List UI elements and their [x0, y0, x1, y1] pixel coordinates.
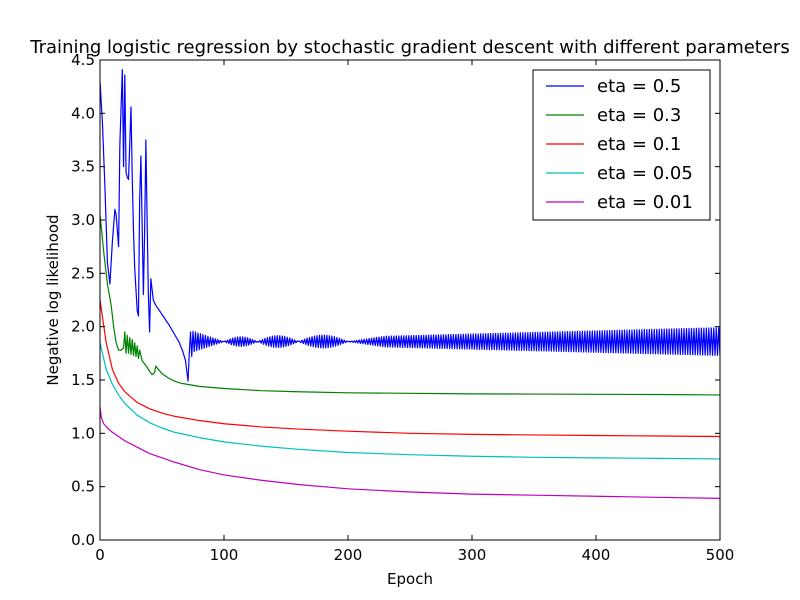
y-axis-label: Negative log likelihood — [44, 214, 62, 385]
legend-label-4: eta = 0.01 — [597, 192, 693, 213]
y-tick-label: 2.0 — [71, 318, 95, 336]
y-tick-label: 3.0 — [71, 211, 95, 229]
series-layer — [100, 69, 720, 499]
y-tick-label: 3.5 — [71, 158, 95, 176]
y-tick-label: 1.0 — [71, 424, 95, 442]
series-line-3 — [100, 342, 720, 460]
legend-label-0: eta = 0.5 — [597, 76, 681, 97]
legend-label-3: eta = 0.05 — [597, 163, 693, 184]
x-tick-label: 500 — [706, 546, 735, 564]
y-tick-label: 2.5 — [71, 264, 95, 282]
x-tick-label: 300 — [458, 546, 487, 564]
y-tick-label: 0.0 — [71, 531, 95, 549]
series-line-0 — [100, 69, 720, 382]
y-tick-label: 1.5 — [71, 371, 95, 389]
series-line-1 — [100, 214, 720, 396]
x-tick-label: 0 — [95, 546, 105, 564]
legend-label-1: eta = 0.3 — [597, 105, 681, 126]
legend-box — [532, 69, 711, 221]
y-tick-label: 0.5 — [71, 478, 95, 496]
plot-frame — [99, 59, 721, 541]
x-tick-label: 400 — [582, 546, 611, 564]
legend-label-2: eta = 0.1 — [597, 134, 681, 155]
chart-title: Training logistic regression by stochast… — [29, 37, 789, 58]
x-tick-label: 200 — [334, 546, 363, 564]
axes-ticks: 0 100 200 300 400 500 0.0 0.5 1.0 1.5 2.0 2.5 3.0 3.5… — [71, 51, 734, 564]
y-tick-label: 4.0 — [71, 104, 95, 122]
x-tick-label: 100 — [210, 546, 239, 564]
series-line-4 — [100, 406, 720, 499]
y-tick-label: 4.5 — [71, 51, 95, 69]
legend: eta = 0.5 eta = 0.3 eta = 0.1 eta = 0.05 eta… — [532, 69, 711, 221]
series-line-2 — [100, 299, 720, 438]
x-axis-label: Epoch — [387, 570, 433, 588]
